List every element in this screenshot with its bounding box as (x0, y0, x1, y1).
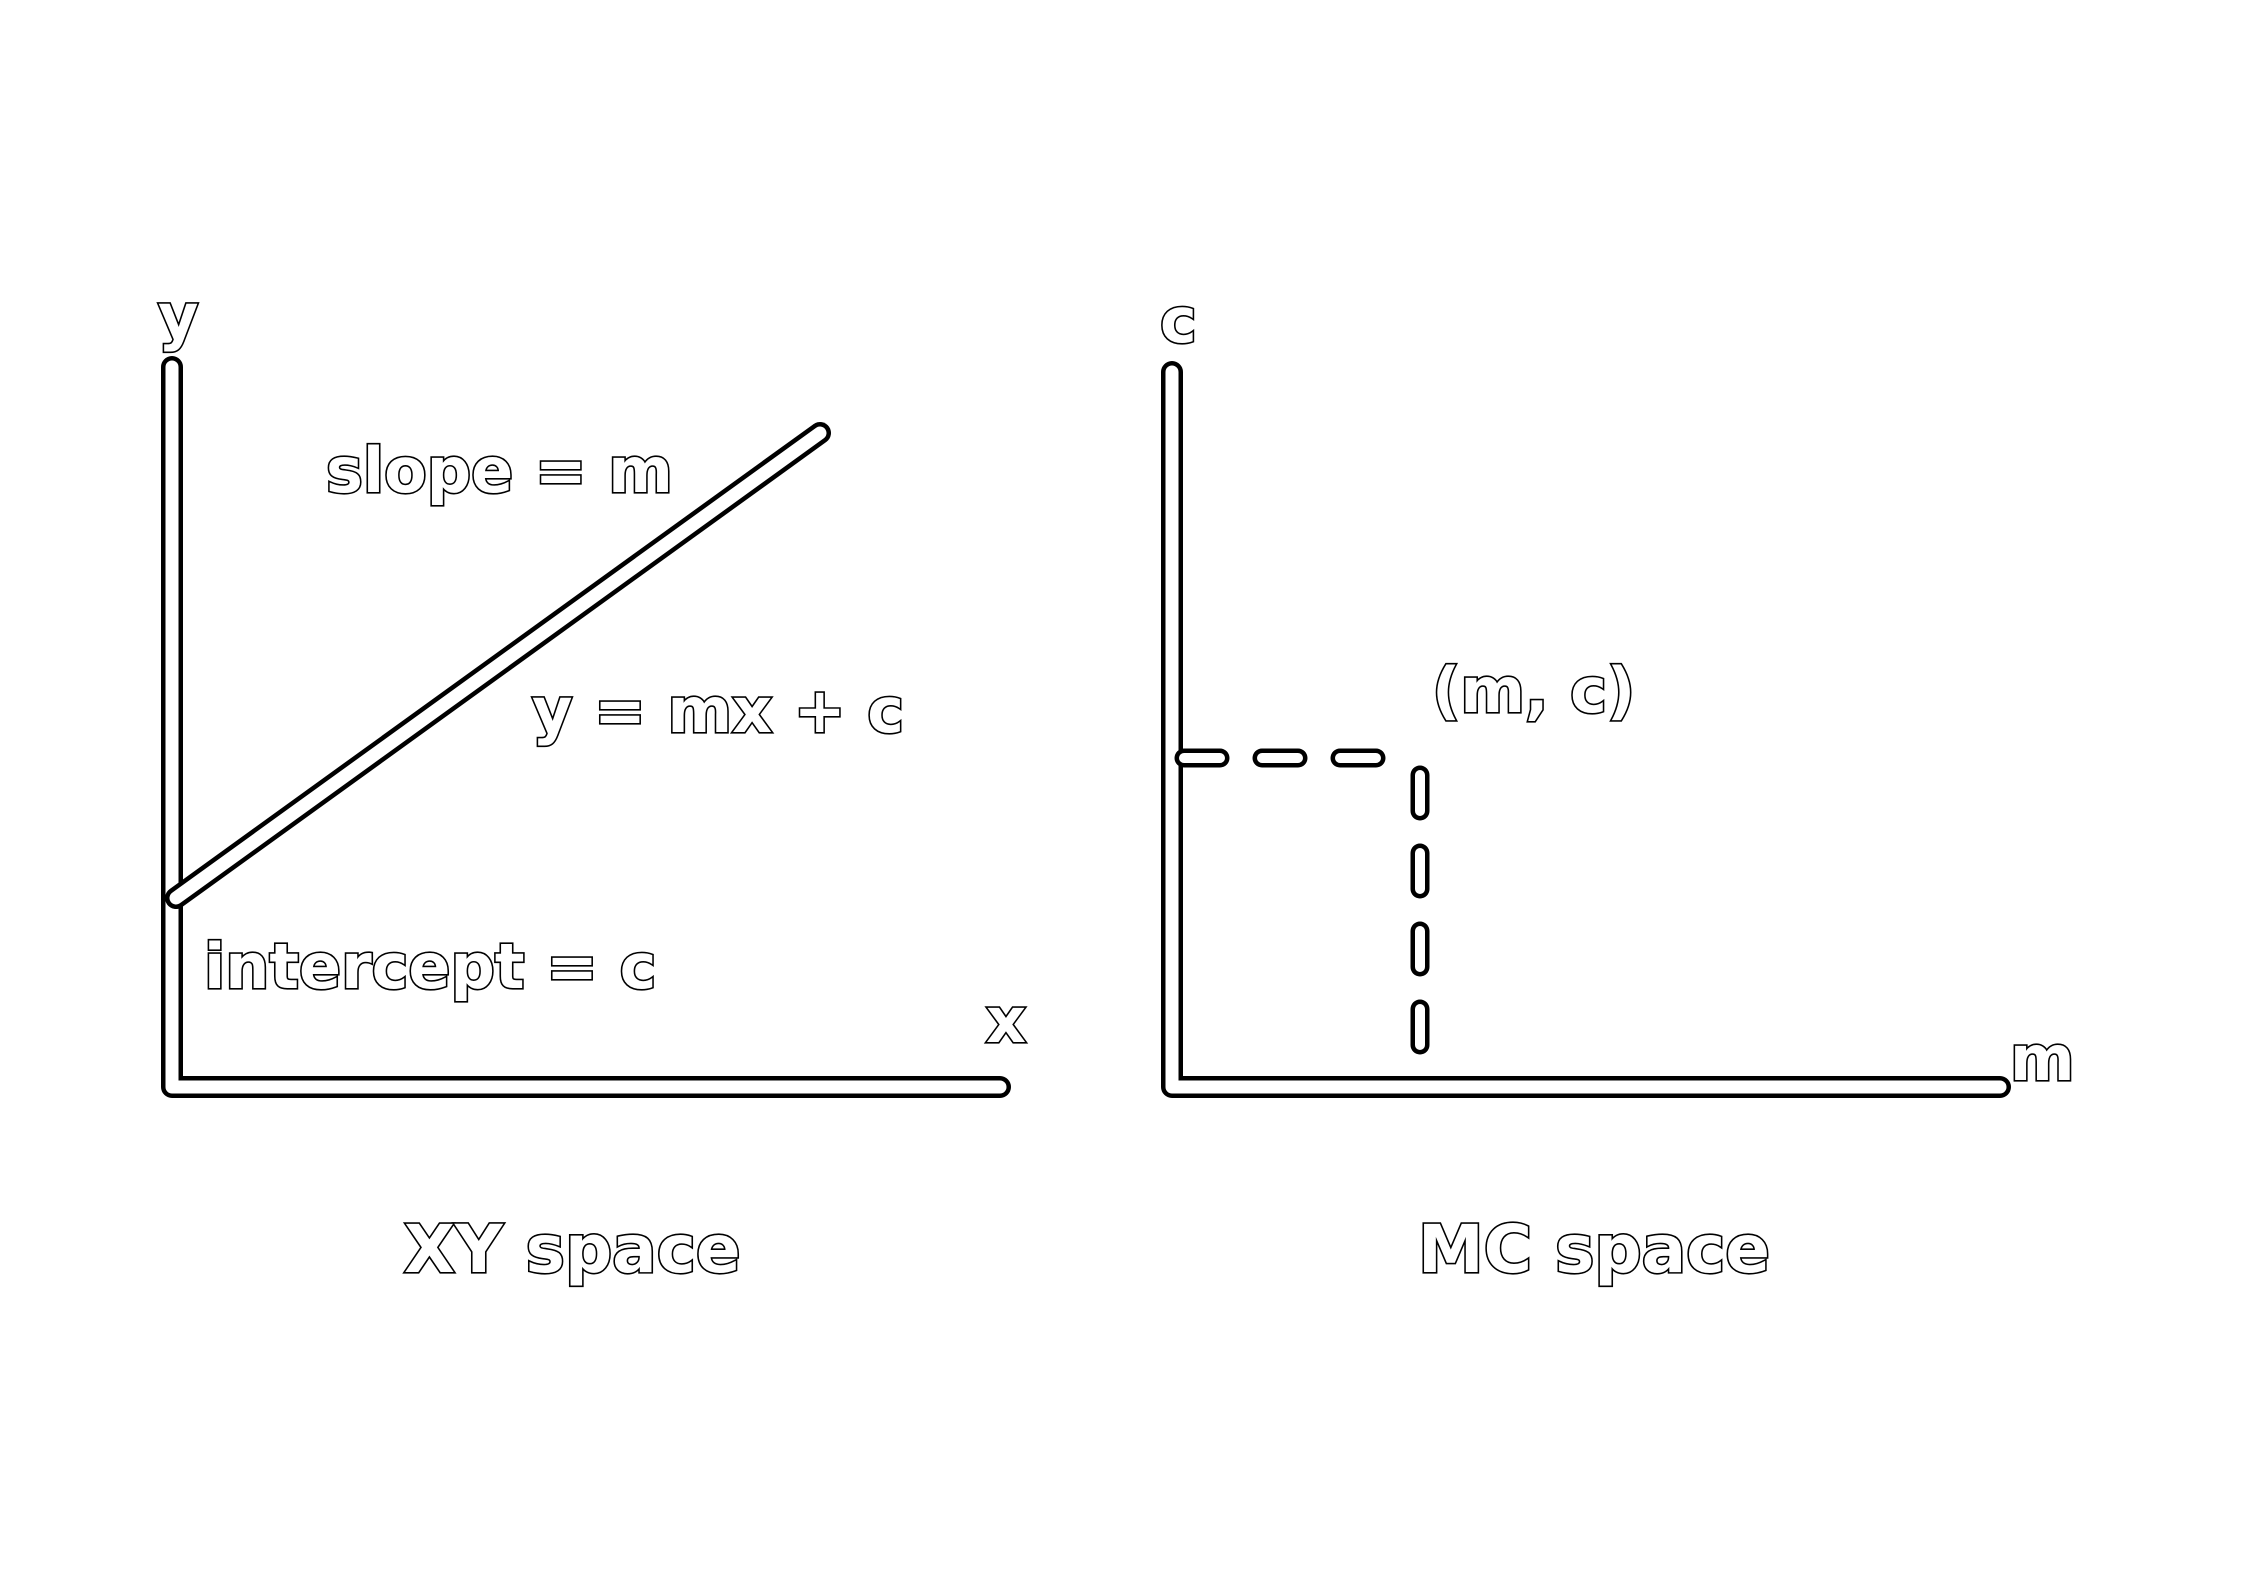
mc-point-label: (m, c) (1432, 654, 1635, 727)
line-equation-label: y = mx + c (532, 674, 904, 747)
xy-line-y-equals-mx-plus-c (165, 422, 831, 909)
mc-axes (1161, 361, 2011, 1098)
mc-space-caption: MC space (1418, 1211, 1770, 1288)
xy-axis-y-label: y (158, 280, 198, 353)
mc-space-panel: c m (m, c) MC space (1158, 282, 2076, 1289)
mc-axis-m-label: m (2010, 1022, 2075, 1095)
mc-axis-c-label: c (1160, 284, 1197, 357)
intercept-label: intercept = c (204, 930, 656, 1003)
slope-label: slope = m (326, 434, 673, 507)
xy-space-caption: XY space (404, 1211, 741, 1288)
xy-axis-x-label: x (986, 984, 1026, 1057)
xy-space-panel: y x slope = m y = mx + c intercept = c X… (156, 278, 1027, 1289)
xy-axes (161, 356, 1011, 1098)
